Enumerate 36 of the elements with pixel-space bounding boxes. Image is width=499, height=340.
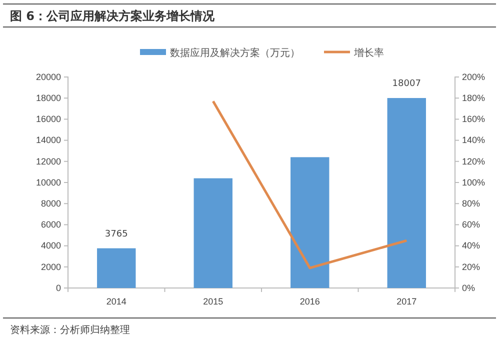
y2-tick-label: 140%: [462, 135, 486, 146]
y-tick-label: 12000: [36, 156, 61, 166]
y-tick-label: 20000: [36, 72, 61, 82]
legend-label: 增长率: [353, 47, 384, 59]
y-tick-label: 8000: [40, 198, 61, 208]
bar: [387, 98, 426, 288]
x-tick-label: 2017: [396, 296, 417, 306]
y2-tick-label: 160%: [462, 114, 486, 124]
y-tick-label: 10000: [36, 177, 61, 188]
y2-tick-label: 200%: [462, 72, 486, 82]
data-label: 3765: [104, 229, 128, 240]
bar: [290, 157, 330, 288]
chart-title: 图 6：公司应用解决方案业务增长情况: [10, 9, 216, 23]
legend-label: 数据应用及解决方案（万元）: [170, 47, 300, 59]
y-tick-label: 4000: [40, 240, 61, 251]
y-tick-label: 2000: [40, 262, 61, 272]
x-tick-label: 2015: [203, 296, 224, 306]
y2-tick-label: 100%: [462, 177, 486, 188]
y-tick-label: 14000: [36, 135, 61, 146]
y2-tick-label: 0%: [462, 282, 476, 293]
y2-tick-label: 40%: [462, 240, 480, 251]
y2-tick-label: 60%: [462, 220, 480, 230]
x-tick-label: 2016: [300, 296, 320, 306]
y-tick-label: 0: [56, 282, 61, 293]
y2-tick-label: 80%: [462, 198, 480, 208]
y-tick-label: 18000: [36, 92, 61, 103]
bar: [97, 248, 136, 288]
data-label: 18007: [392, 79, 421, 90]
bar: [194, 178, 232, 288]
y-tick-label: 16000: [36, 114, 61, 124]
y2-tick-label: 120%: [462, 156, 486, 166]
y-tick-label: 6000: [40, 220, 61, 230]
x-tick-label: 2014: [106, 296, 126, 306]
text: 资料来源：分析师归纳整理: [10, 324, 130, 336]
y2-tick-label: 20%: [462, 262, 480, 272]
y2-tick-label: 180%: [462, 92, 486, 103]
